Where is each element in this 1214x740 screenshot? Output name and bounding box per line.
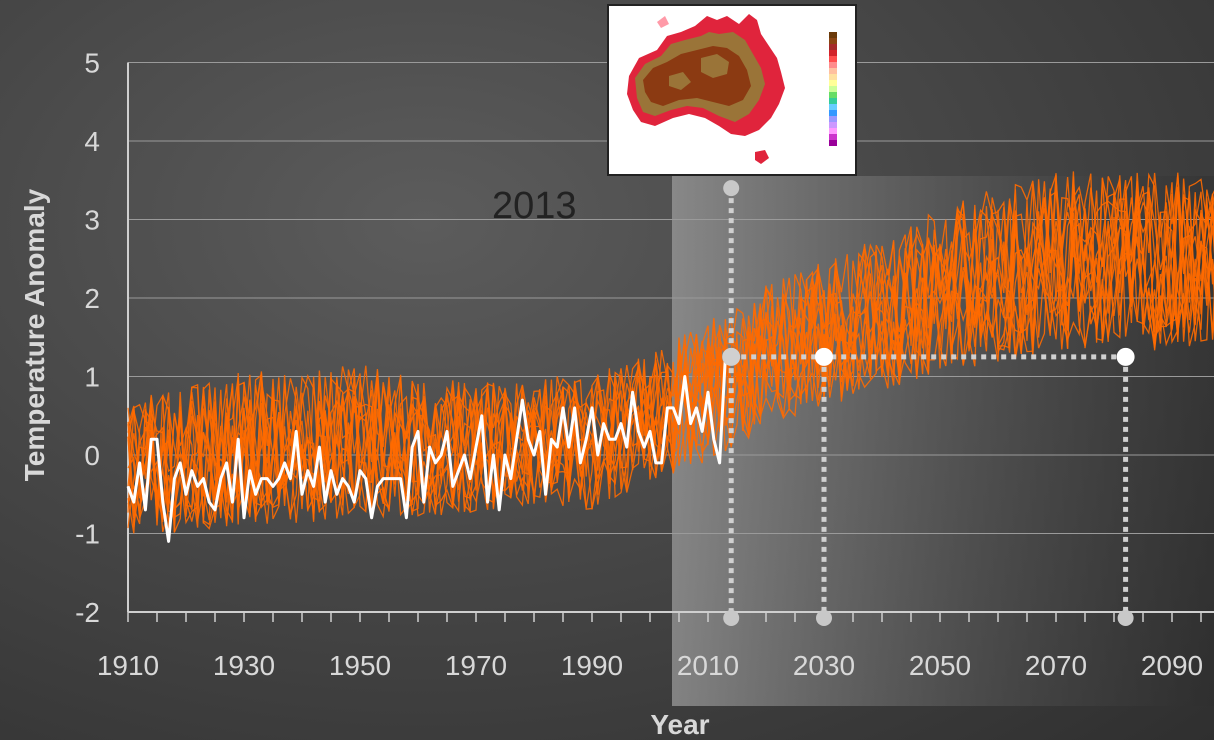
- x-tick-label: 1910: [97, 650, 159, 681]
- x-tick-label: 2050: [909, 650, 971, 681]
- axis-marker: [1117, 610, 1134, 626]
- x-tick-label: 2090: [1141, 650, 1203, 681]
- map-legend-swatch: [829, 128, 837, 134]
- y-tick-label: 1: [84, 362, 100, 393]
- map-legend-swatch: [829, 116, 837, 122]
- x-axis-title: Year: [650, 709, 709, 740]
- map-legend-swatch: [829, 140, 837, 146]
- map-legend-swatch: [829, 110, 837, 116]
- x-tick-label: 1950: [329, 650, 391, 681]
- y-tick-label: 0: [84, 440, 100, 471]
- y-tick-label: 2: [84, 283, 100, 314]
- upper-marker: [723, 180, 740, 197]
- map-legend-swatch: [829, 80, 837, 86]
- x-tick-label: 1970: [445, 650, 507, 681]
- projection-guides: [728, 188, 1129, 618]
- axis-marker: [816, 610, 832, 626]
- x-tick-label: 1990: [561, 650, 623, 681]
- map-legend-swatch: [829, 86, 837, 92]
- projection-point: [1116, 347, 1135, 366]
- map-legend-swatch: [829, 56, 837, 62]
- map-legend-swatch: [829, 122, 837, 128]
- tick-labels: -2 -1 0 1 2 3 4 5 1910 1930 1950 1970 1990 2010 2030 20…: [75, 48, 1203, 682]
- australia-map-image: [627, 14, 837, 164]
- map-legend: [829, 32, 837, 146]
- observed-line: [126, 356, 727, 543]
- model-run-line: [127, 172, 1214, 523]
- map-legend-swatch: [829, 38, 837, 44]
- map-legend-swatch: [829, 98, 837, 104]
- australia-temperature-map: [607, 4, 857, 176]
- model-run-line: [127, 173, 1214, 534]
- y-tick-label: 5: [84, 48, 100, 79]
- axis-marker: [723, 610, 740, 626]
- map-legend-swatch: [829, 68, 837, 74]
- map-legend-swatch: [829, 74, 837, 80]
- map-legend-swatch: [829, 32, 837, 38]
- year-annotation: 2013: [492, 185, 577, 227]
- map-legend-swatch: [829, 50, 837, 56]
- y-tick-label: -2: [75, 597, 100, 628]
- projection-point: [722, 347, 741, 366]
- projection-markers: [722, 180, 1135, 626]
- projection-point: [815, 347, 833, 366]
- map-legend-swatch: [829, 92, 837, 98]
- y-tick-label: 3: [84, 205, 100, 236]
- x-tick-label: 2030: [793, 650, 855, 681]
- observed-series: [126, 356, 727, 543]
- map-legend-swatch: [829, 104, 837, 110]
- x-tick-label: 1930: [213, 650, 275, 681]
- map-legend-swatch: [829, 134, 837, 140]
- y-tick-label: -1: [75, 519, 100, 550]
- map-legend-swatch: [829, 62, 837, 68]
- x-tick-label: 2070: [1025, 650, 1087, 681]
- y-tick-label: 4: [84, 126, 100, 157]
- x-tick-label: 2010: [677, 650, 739, 681]
- y-axis-title: Temperature Anomaly: [19, 188, 50, 481]
- map-legend-swatch: [829, 44, 837, 50]
